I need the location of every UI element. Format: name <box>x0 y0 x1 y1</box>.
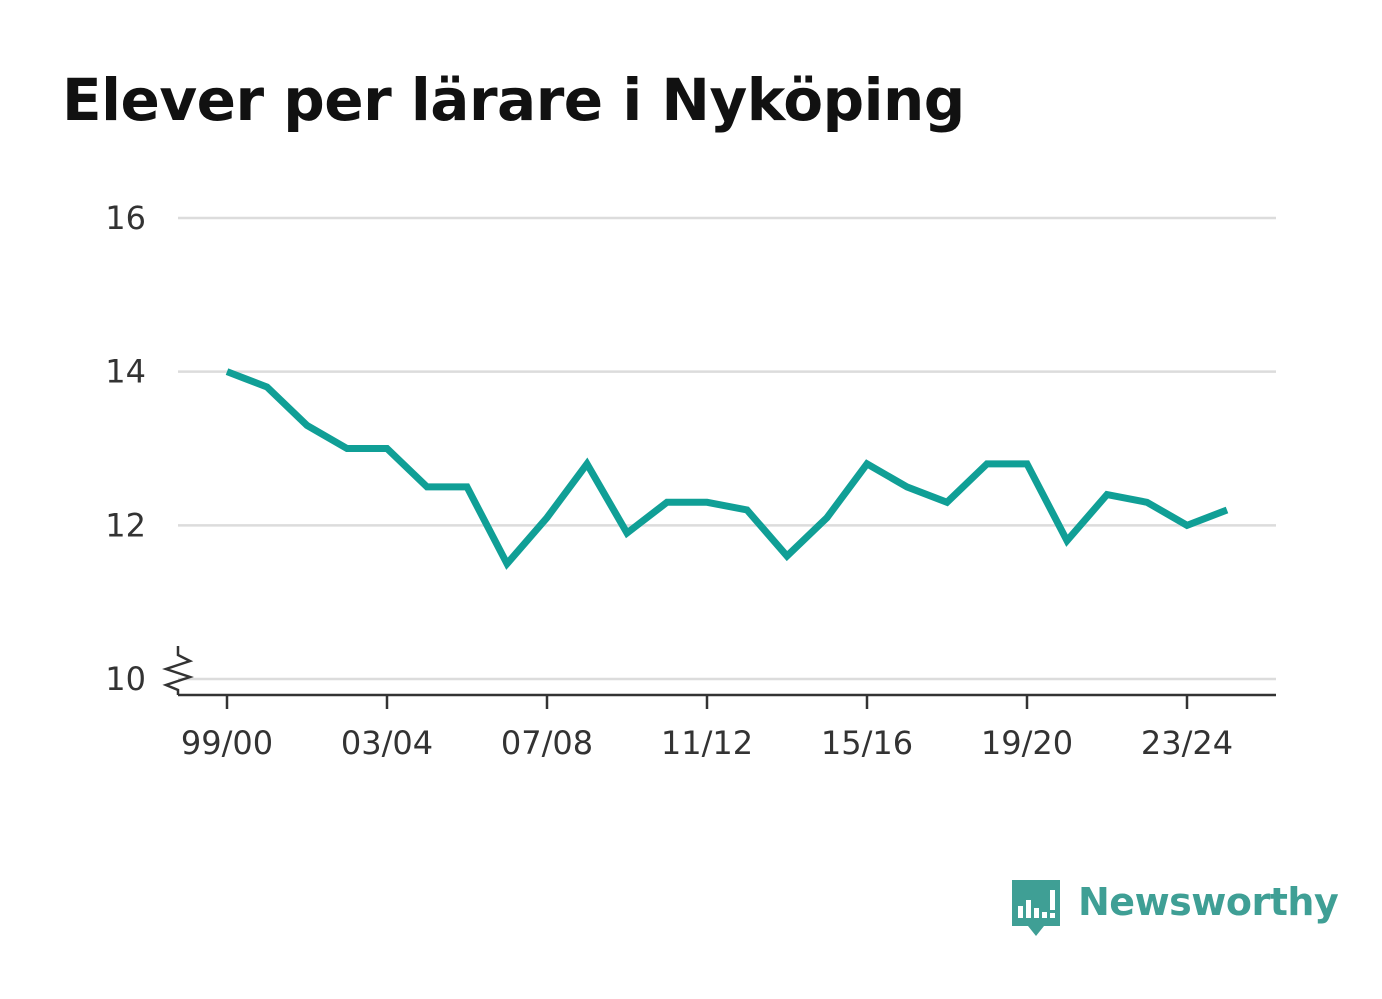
x-tick-label: 15/16 <box>821 724 913 762</box>
y-axis-ticks: 10 12 14 16 <box>105 199 146 698</box>
x-tick-label: 99/00 <box>181 724 273 762</box>
x-tick-label: 11/12 <box>661 724 753 762</box>
x-tick-label: 07/08 <box>501 724 593 762</box>
newsworthy-logo-icon <box>1012 880 1060 936</box>
y-tick-label: 16 <box>105 199 146 237</box>
gridlines <box>178 216 1276 681</box>
x-tick-label: 23/24 <box>1141 724 1233 762</box>
y-tick-label: 14 <box>105 353 146 391</box>
y-axis-break-icon <box>162 646 194 695</box>
y-tick-label: 12 <box>105 506 146 544</box>
x-axis: 99/00 03/04 07/08 11/12 15/16 19/20 23/24 <box>162 646 1276 762</box>
y-tick-label: 10 <box>105 660 146 698</box>
chart-title: Elever per lärare i Nyköping <box>62 66 965 134</box>
x-tick-label: 19/20 <box>981 724 1073 762</box>
brand-name: Newsworthy <box>1078 880 1339 924</box>
brand-logo: Newsworthy <box>1010 878 1339 942</box>
series-line <box>225 368 1229 570</box>
series-group <box>225 368 1229 570</box>
x-tick-label: 03/04 <box>341 724 433 762</box>
